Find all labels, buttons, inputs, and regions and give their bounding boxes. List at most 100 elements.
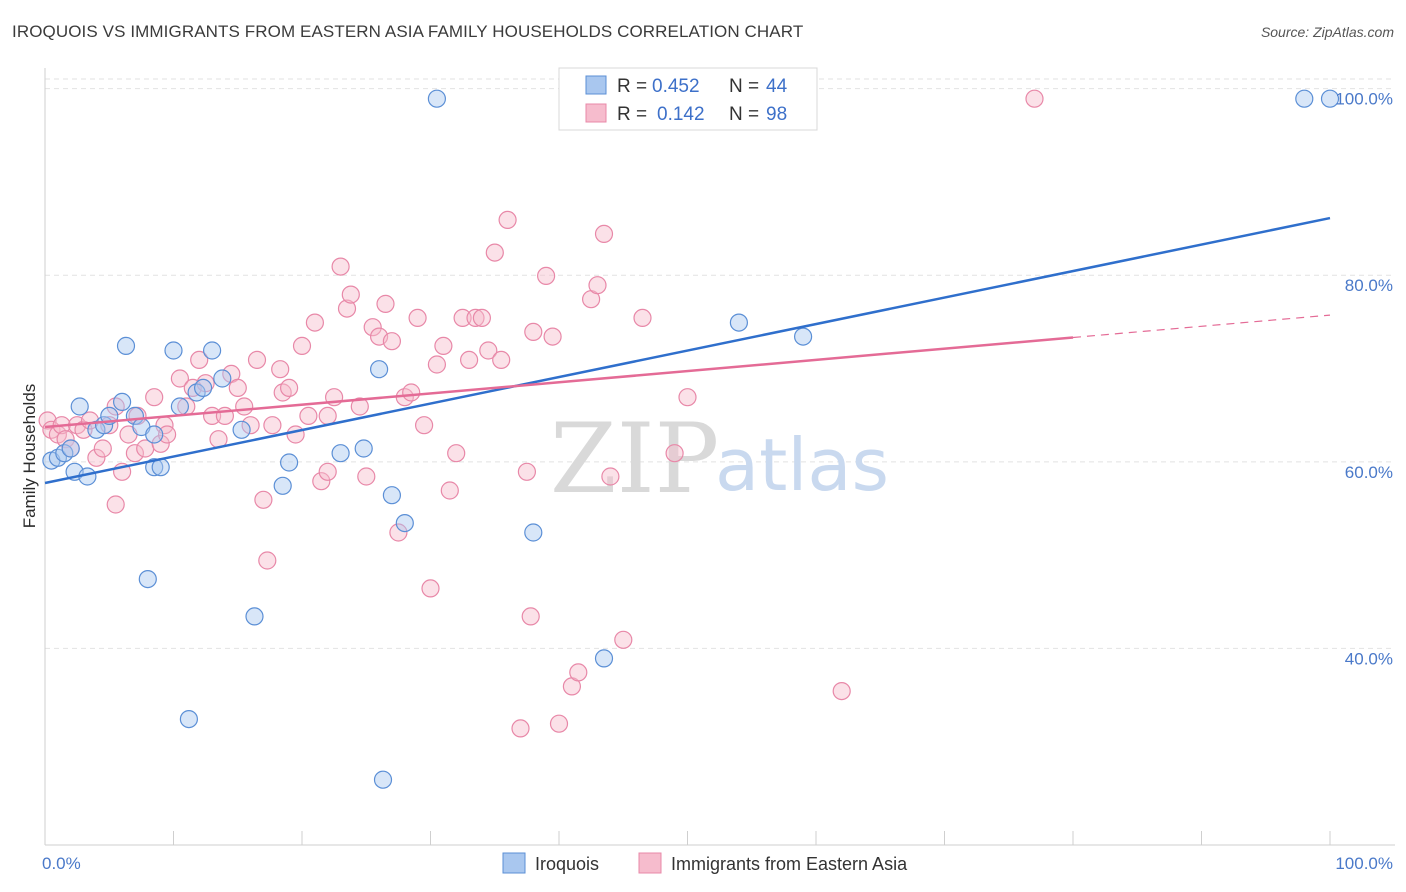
trend-line-immigrants-extension — [1072, 314, 1331, 339]
point-immigrants — [341, 285, 360, 304]
bottom-legend-swatch-iroquois — [502, 852, 526, 874]
point-immigrants — [427, 355, 446, 374]
point-immigrants — [415, 416, 434, 435]
point-iroquois — [194, 378, 213, 397]
point-iroquois — [145, 425, 164, 444]
legend-r-value-2: 0.142 — [657, 104, 705, 125]
point-immigrants — [170, 369, 189, 388]
bottom-legend-swatch-immigrants — [638, 852, 662, 874]
point-immigrants — [263, 416, 282, 435]
point-immigrants — [228, 378, 247, 397]
y-tick-label: 60.0% — [1345, 463, 1393, 482]
point-iroquois — [170, 397, 189, 416]
watermark: ZIP atlas — [550, 403, 889, 515]
point-iroquois — [138, 569, 157, 589]
legend-n-label-1: N = — [729, 76, 759, 97]
point-immigrants — [247, 350, 267, 369]
point-immigrants — [569, 663, 588, 682]
point-iroquois — [48, 448, 68, 467]
point-immigrants — [318, 462, 337, 481]
point-immigrants — [87, 448, 106, 467]
watermark-atlas: atlas — [715, 423, 889, 507]
x-tick-label-min: 0.0% — [42, 854, 81, 873]
point-immigrants — [402, 383, 421, 402]
point-immigrants — [357, 467, 376, 486]
bottom-legend-label-immigrants: Immigrants from Eastern Asia — [671, 854, 908, 874]
point-immigrants — [190, 350, 209, 369]
grid-lines — [45, 78, 1395, 649]
stats-legend: R = 0.452 N = 44 R = 0.142 N = 98 — [558, 67, 818, 131]
point-iroquois — [213, 369, 232, 388]
point-iroquois — [70, 397, 89, 416]
point-immigrants — [241, 416, 260, 435]
x-tick-label-max: 100.0% — [1335, 854, 1393, 873]
point-immigrants — [524, 322, 543, 341]
point-immigrants — [376, 294, 395, 313]
point-immigrants — [299, 406, 318, 425]
point-immigrants — [633, 308, 652, 327]
point-immigrants — [331, 257, 350, 276]
point-immigrants — [56, 430, 75, 449]
point-immigrants — [38, 411, 57, 430]
series-iroquois-points — [42, 89, 1340, 789]
legend-r-label-2: R = — [617, 104, 647, 125]
point-iroquois — [373, 770, 393, 789]
point-immigrants — [74, 420, 93, 439]
point-iroquois — [1320, 89, 1340, 108]
point-immigrants — [614, 630, 633, 649]
point-immigrants — [447, 444, 466, 463]
point-immigrants — [498, 210, 517, 229]
point-immigrants — [258, 551, 277, 570]
point-iroquois — [116, 336, 136, 355]
bottom-legend-label-iroquois: Iroquois — [535, 854, 599, 874]
point-iroquois — [524, 523, 543, 542]
legend-r-label-1: R = — [617, 76, 647, 97]
point-immigrants — [453, 308, 472, 327]
point-iroquois — [179, 709, 198, 729]
point-immigrants — [318, 406, 337, 425]
point-immigrants — [286, 425, 305, 444]
legend-r-value-1: 0.452 — [652, 76, 700, 97]
point-immigrants — [521, 607, 540, 626]
point-iroquois — [354, 439, 373, 458]
point-immigrants — [485, 243, 504, 262]
point-iroquois — [280, 453, 299, 472]
point-immigrants — [93, 439, 112, 458]
point-immigrants — [350, 397, 369, 416]
point-iroquois — [164, 341, 183, 360]
point-iroquois — [1295, 89, 1314, 108]
point-immigrants — [421, 579, 440, 598]
legend-n-label-2: N = — [729, 104, 759, 125]
point-immigrants — [472, 308, 491, 327]
point-immigrants — [389, 523, 408, 542]
legend-swatch-iroquois — [585, 75, 607, 95]
point-immigrants — [832, 681, 851, 701]
point-immigrants — [549, 714, 569, 733]
y-axis-label: Family Households — [20, 384, 39, 529]
point-iroquois — [145, 458, 164, 477]
y-tick-label: 80.0% — [1345, 276, 1393, 295]
point-immigrants — [594, 224, 614, 243]
legend-n-value-2: 98 — [766, 104, 787, 125]
point-immigrants — [312, 472, 331, 491]
point-immigrants — [305, 313, 324, 332]
y-tick-label: 40.0% — [1345, 649, 1393, 668]
y-tick-label: 100.0% — [1335, 90, 1393, 109]
point-immigrants — [543, 327, 562, 346]
point-immigrants — [151, 434, 170, 453]
trend-line-iroquois — [44, 216, 1331, 485]
point-immigrants — [536, 266, 556, 285]
legend-swatch-immigrants — [585, 103, 607, 123]
point-iroquois — [395, 513, 414, 533]
point-immigrants — [106, 397, 125, 416]
point-immigrants — [106, 495, 125, 514]
trend-lines — [44, 216, 1331, 485]
point-immigrants — [466, 308, 485, 327]
x-tick-marks — [44, 831, 1331, 845]
point-immigrants — [271, 360, 290, 379]
point-immigrants — [235, 397, 254, 416]
point-immigrants — [440, 481, 459, 500]
series-legend: Iroquois Immigrants from Eastern Asia — [502, 852, 908, 874]
point-iroquois — [427, 89, 446, 108]
